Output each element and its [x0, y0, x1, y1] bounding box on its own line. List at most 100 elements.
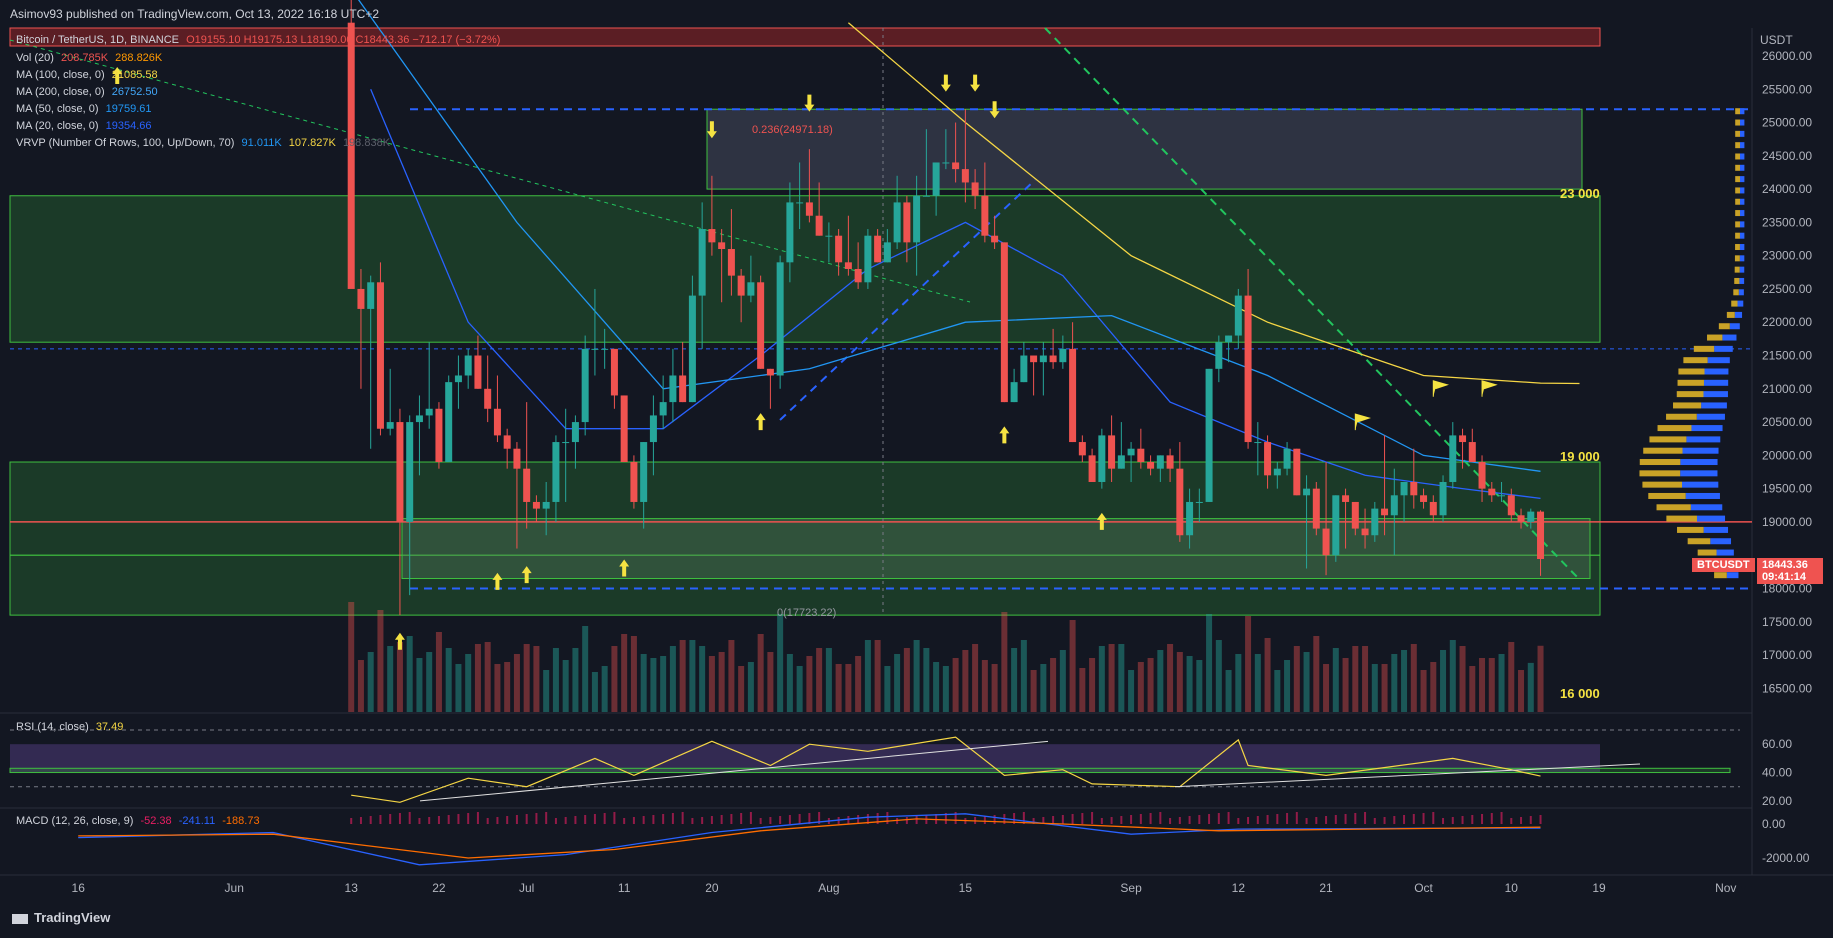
- vrvp-bar-down: [1735, 153, 1740, 160]
- vrvp-bar-up: [1703, 391, 1728, 398]
- volume-bar: [1401, 650, 1408, 712]
- candle-body: [718, 242, 726, 250]
- volume-bar: [845, 664, 852, 712]
- volume-bar: [855, 656, 862, 712]
- vrvp-bar-down: [1735, 164, 1740, 171]
- candle-body: [484, 388, 492, 409]
- vrvp-bar-down: [1735, 142, 1740, 149]
- vrvp-bar-down: [1656, 504, 1691, 511]
- candle-body: [952, 162, 960, 170]
- candle-body: [698, 229, 706, 296]
- candle-body: [376, 282, 384, 429]
- vrvp-bar-up: [1739, 266, 1745, 273]
- price-tick-label: 18000.00: [1762, 581, 1812, 595]
- legend-vrvp[interactable]: VRVP (Number Of Rows, 100, Up/Down, 70) …: [16, 137, 394, 149]
- candle-body: [1400, 481, 1408, 496]
- chart-header: Asimov93 published on TradingView.com, O…: [0, 0, 1833, 47]
- volume-bar: [396, 642, 403, 712]
- volume-bar: [1235, 654, 1242, 712]
- legend-macd[interactable]: MACD (12, 26, close, 9) -52.38 -241.11 -…: [16, 815, 264, 827]
- volume-bar: [1089, 658, 1096, 712]
- volume-bar: [825, 648, 832, 712]
- vrvp-bar-up: [1734, 311, 1743, 318]
- vrvp-value-3: 198.838K: [342, 137, 391, 149]
- volume-bar: [981, 660, 988, 712]
- volume-bar: [1274, 670, 1281, 712]
- rsi-trendline-1: [419, 740, 1049, 802]
- yellow-arrow-icon: [970, 74, 981, 92]
- candle-body: [942, 162, 950, 164]
- vrvp-bar-up: [1739, 164, 1745, 171]
- volume-bar: [426, 652, 433, 712]
- price-tick-label: 24000.00: [1762, 182, 1812, 196]
- candle-body: [532, 501, 540, 509]
- volume-bar: [455, 664, 462, 712]
- volume-bar: [1020, 640, 1027, 712]
- volume-bar: [738, 666, 745, 712]
- yellow-arrow-icon: [521, 566, 532, 584]
- time-tick-label: 16: [72, 881, 86, 895]
- vrvp-bar-up: [1740, 119, 1745, 126]
- candle-body: [581, 348, 589, 423]
- legend-vol[interactable]: Vol (20) 208.785K 288.826K: [16, 52, 166, 64]
- price-tick-label: 22000.00: [1762, 315, 1812, 329]
- volume-bar: [357, 660, 364, 712]
- candle-body: [620, 395, 628, 463]
- candle-body: [961, 169, 969, 183]
- vrvp-bar-up: [1739, 210, 1745, 217]
- volume-bar: [1147, 658, 1154, 712]
- candle-body: [991, 235, 999, 243]
- volume-bar: [621, 634, 628, 712]
- volume-bar: [1206, 614, 1213, 712]
- time-tick-label: Jun: [225, 881, 244, 895]
- candle-body: [1537, 511, 1545, 560]
- volume-bar: [894, 654, 901, 712]
- volume-bar: [874, 640, 881, 712]
- candle-body: [1273, 468, 1281, 476]
- candle-body: [445, 382, 453, 463]
- volume-bar: [1157, 650, 1164, 712]
- yellow-flag-icon: [1354, 413, 1372, 431]
- vrvp-bar-up: [1696, 413, 1725, 420]
- volume-bar: [806, 656, 813, 712]
- candle-body: [747, 282, 755, 296]
- yellow-arrow-icon: [706, 121, 717, 139]
- legend-ma200[interactable]: MA (200, close, 0) 26752.50: [16, 86, 162, 98]
- volume-bar: [1167, 644, 1174, 712]
- candle-body: [1312, 488, 1320, 529]
- vrvp-bar-up: [1722, 334, 1737, 341]
- volume-bar: [864, 640, 871, 712]
- volume-bar: [1508, 642, 1515, 712]
- time-tick-label: 11: [618, 881, 631, 895]
- candle-body: [464, 355, 472, 376]
- tradingview-logo[interactable]: TradingView: [12, 910, 110, 925]
- legend-ma100[interactable]: MA (100, close, 0) 21085.58: [16, 69, 162, 81]
- legend-ma20[interactable]: MA (20, close, 0) 19354.66: [16, 120, 156, 132]
- vrvp-bar-down: [1673, 402, 1702, 409]
- candle-body: [1507, 495, 1515, 516]
- candle-body: [757, 282, 765, 369]
- vrvp-bar-down: [1683, 357, 1708, 364]
- rsi-line: [351, 736, 1541, 803]
- candle-body: [844, 262, 852, 269]
- vrvp-bar-up: [1739, 221, 1745, 228]
- vrvp-bar-down: [1735, 244, 1740, 251]
- vol-label: Vol (20): [16, 52, 54, 64]
- candle-body: [1342, 495, 1350, 502]
- candle-body: [552, 442, 560, 502]
- vrvp-bar-up: [1714, 345, 1733, 352]
- candle-body: [659, 402, 667, 416]
- legend-ma50[interactable]: MA (50, close, 0) 19759.61: [16, 103, 156, 115]
- legend-symbol[interactable]: Bitcoin / TetherUS, 1D, BINANCE O19155.1…: [16, 34, 504, 46]
- vrvp-bar-up: [1716, 549, 1734, 556]
- vrvp-bar-down: [1731, 300, 1738, 307]
- candle-body: [727, 249, 735, 276]
- candle-body: [893, 202, 901, 243]
- vrvp-bar-up: [1680, 470, 1718, 477]
- volume-bar: [1098, 646, 1105, 712]
- legend-rsi[interactable]: RSI (14, close) 37.49: [16, 721, 127, 733]
- vrvp-bar-down: [1678, 368, 1705, 375]
- vrvp-bar-down: [1657, 425, 1692, 432]
- price-tick-label: 20000.00: [1762, 448, 1812, 462]
